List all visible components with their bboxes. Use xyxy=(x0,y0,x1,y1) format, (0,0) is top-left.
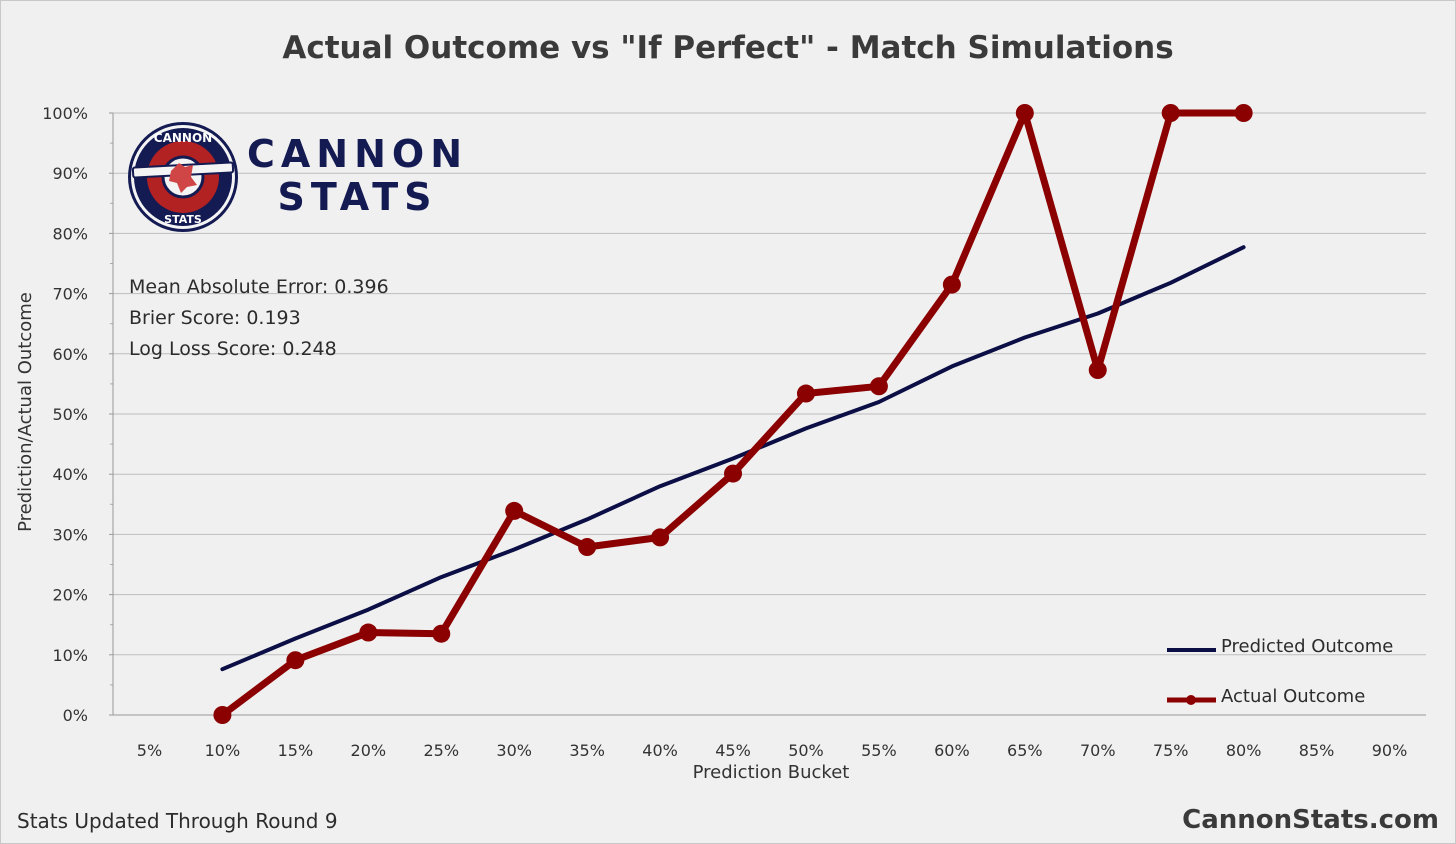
y-tick-label: 30% xyxy=(52,525,88,544)
actual-outcome-point xyxy=(359,623,378,642)
x-tick-label: 70% xyxy=(1080,741,1116,760)
actual-outcome-point xyxy=(213,706,232,724)
y-tick-label: 90% xyxy=(52,164,88,183)
logloss-stat: Log Loss Score: 0.248 xyxy=(129,338,337,360)
actual-outcome-point xyxy=(1234,104,1253,122)
y-tick-label: 10% xyxy=(52,646,88,665)
x-tick-label: 45% xyxy=(715,741,751,760)
actual-outcome-point xyxy=(1015,104,1034,122)
stats-box: Mean Absolute Error: 0.396 Brier Score: … xyxy=(129,272,389,365)
footer-updated-text: Stats Updated Through Round 9 xyxy=(17,809,338,833)
actual-outcome-point xyxy=(724,464,743,483)
actual-outcome-point xyxy=(796,384,815,403)
x-axis-label: Prediction Bucket xyxy=(693,762,850,783)
predicted-outcome-line xyxy=(220,245,1246,672)
brand-wordmark: CANNON STATS xyxy=(247,133,468,219)
x-tick-label: 90% xyxy=(1372,741,1408,760)
actual-outcome-point xyxy=(1161,104,1180,122)
y-tick-label: 50% xyxy=(52,405,88,424)
svg-text:CANNON: CANNON xyxy=(154,131,212,145)
x-tick-label: 75% xyxy=(1153,741,1189,760)
x-tick-label: 40% xyxy=(642,741,678,760)
actual-outcome-point xyxy=(942,275,961,294)
actual-outcome-point xyxy=(651,528,670,547)
brand-line-2: STATS xyxy=(277,175,438,219)
actual-outcome-point xyxy=(578,538,597,557)
x-tick-label: 15% xyxy=(278,741,314,760)
x-tick-label: 10% xyxy=(205,741,241,760)
x-tick-label: 50% xyxy=(788,741,824,760)
x-tick-label: 5% xyxy=(137,741,162,760)
x-tick-label: 35% xyxy=(569,741,605,760)
x-tick-labels: 5% 10% 15% 20% 25% 30% 35% 40% 45% 50% 55% 60% 65% 70… xyxy=(137,741,1408,760)
brand-line-1: CANNON xyxy=(247,132,469,176)
y-tick-label: 40% xyxy=(52,465,88,484)
mae-stat: Mean Absolute Error: 0.396 xyxy=(129,276,389,298)
y-tick-label: 80% xyxy=(52,224,88,243)
actual-outcome-point xyxy=(505,501,524,520)
grid-lines xyxy=(109,112,1426,716)
brier-stat: Brier Score: 0.193 xyxy=(129,307,301,329)
x-tick-label: 60% xyxy=(934,741,970,760)
actual-outcome-point xyxy=(869,377,888,396)
y-axis-label: Prediction/Actual Outcome xyxy=(15,292,36,532)
x-tick-label: 30% xyxy=(496,741,532,760)
series-layer xyxy=(213,104,1253,724)
x-tick-label: 80% xyxy=(1226,741,1262,760)
x-tick-label: 20% xyxy=(351,741,387,760)
actual-outcome-point xyxy=(286,651,305,670)
y-tick-label: 20% xyxy=(52,586,88,605)
x-tick-label: 85% xyxy=(1299,741,1335,760)
y-tick-label: 0% xyxy=(63,706,88,725)
legend-label-actual: Actual Outcome xyxy=(1221,686,1366,707)
cannon-stats-logo: CANNON STATS xyxy=(127,121,239,233)
chart-title: Actual Outcome vs "If Perfect" - Match S… xyxy=(282,30,1174,66)
legend-label-predicted: Predicted Outcome xyxy=(1221,636,1394,657)
actual-outcome-point xyxy=(1088,361,1107,380)
footer-website: CannonStats.com xyxy=(1182,805,1439,835)
x-tick-label: 55% xyxy=(861,741,897,760)
x-tick-label: 25% xyxy=(423,741,459,760)
svg-text:STATS: STATS xyxy=(164,213,202,226)
y-tick-label: 100% xyxy=(42,104,88,123)
x-tick-label: 65% xyxy=(1007,741,1043,760)
y-tick-label: 70% xyxy=(52,285,88,304)
y-tick-labels: 0% 10% 20% 30% 40% 50% 60% 70% 80% 90% 100% xyxy=(42,104,88,725)
y-tick-label: 60% xyxy=(52,345,88,364)
actual-outcome-point xyxy=(432,624,451,643)
